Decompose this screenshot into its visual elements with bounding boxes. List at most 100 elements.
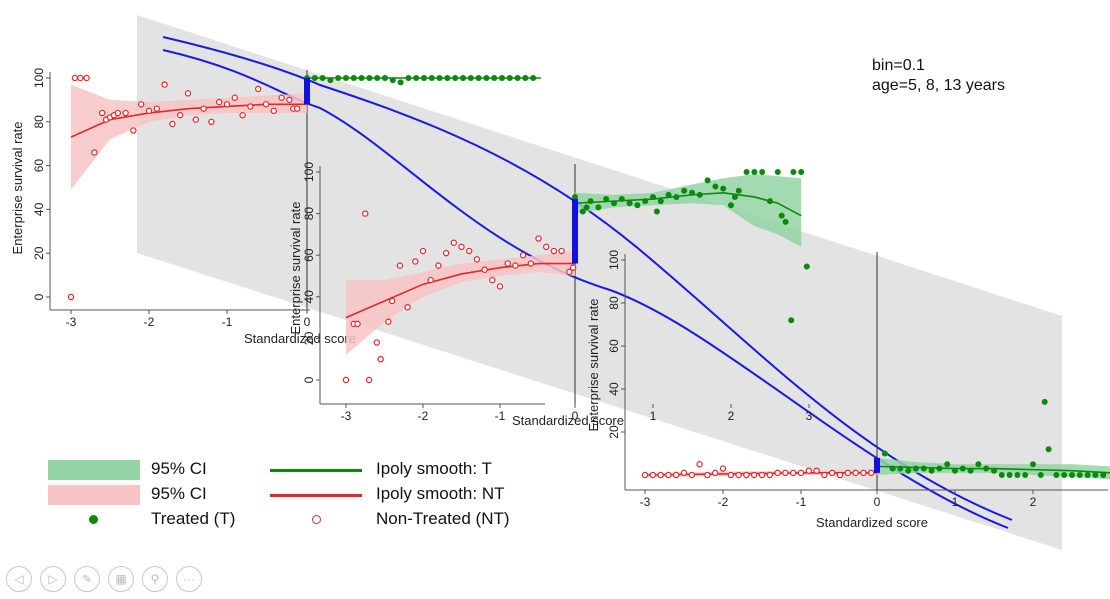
nontreated-point <box>727 471 735 479</box>
nontreated-point <box>665 471 672 479</box>
nontreated-point <box>489 276 496 284</box>
treated-point <box>704 177 711 184</box>
age-annotation: age=5, 8, 13 years <box>872 77 1005 94</box>
more-icon[interactable]: ··· <box>176 566 202 592</box>
treated-point <box>998 472 1005 478</box>
panel-2: -3 -2 -1 0 1 2 3 0 20 40 60 80 100 Standardized score… <box>288 162 813 428</box>
nontreated-point <box>389 297 396 305</box>
nontreated-point <box>419 247 427 255</box>
nontreated-point <box>130 127 137 134</box>
treated-point <box>944 461 951 468</box>
prev-icon[interactable]: ◁ <box>6 566 32 592</box>
treated-point <box>1022 472 1029 478</box>
smooth-nontreated-swatch <box>270 494 362 497</box>
nontreated-point <box>239 112 246 119</box>
treated-point <box>397 79 404 86</box>
next-icon[interactable]: ▷ <box>40 566 66 592</box>
treated-point <box>642 198 649 205</box>
treated-point <box>790 169 797 175</box>
treated-point <box>782 218 789 225</box>
nontreated-point <box>286 96 293 104</box>
treated-point <box>626 200 633 207</box>
ci-nontreated-swatch <box>48 485 140 505</box>
ci-nontreated-band <box>71 84 307 190</box>
treated-point <box>1092 472 1099 478</box>
slideshow-toolbar: ◁ ▷ ✎ ▦ ⚲ ··· <box>6 566 202 592</box>
nontreated-point <box>294 105 301 112</box>
legend-ci-treated: 95% CI <box>151 459 207 478</box>
treated-point <box>491 75 498 81</box>
nontreated-point <box>641 471 649 479</box>
zoom-icon[interactable]: ⚲ <box>142 566 168 592</box>
x-tick-label: 1 <box>650 409 657 423</box>
nontreated-point <box>354 320 361 328</box>
nontreated-point <box>377 356 384 363</box>
nontreated-point <box>535 235 542 242</box>
treated-point <box>579 208 586 215</box>
treated-point <box>413 75 420 81</box>
treated-point <box>728 202 734 209</box>
nontreated-point <box>114 109 122 117</box>
nontreated-point <box>77 74 84 82</box>
treated-point <box>1030 461 1036 468</box>
bin-age-annotation: bin=0.1 age=5, 8, 13 years <box>872 56 1005 96</box>
treated-point <box>959 465 966 472</box>
treated-point <box>1045 446 1052 453</box>
nontreated-point <box>223 101 231 108</box>
treated-point <box>767 198 773 205</box>
x-axis-title: Standardized score <box>244 331 356 346</box>
treated-point <box>428 75 435 81</box>
treated-point <box>475 75 482 81</box>
treated-point <box>991 467 997 474</box>
y-tick-label: 100 <box>32 68 46 88</box>
legend-row-1: 95% CI Ipoly smooth: T <box>48 458 588 482</box>
treated-point <box>327 77 334 84</box>
treated-point <box>611 200 617 207</box>
treated-outlier-point <box>803 263 810 270</box>
treated-point <box>319 75 326 81</box>
treated-point <box>506 75 513 81</box>
treated-point <box>467 75 474 81</box>
nontreated-point <box>821 471 828 479</box>
trend-curve-upper <box>162 36 1013 521</box>
nontreated-point <box>504 260 511 267</box>
treated-point <box>335 75 342 81</box>
nontreated-point <box>200 105 207 112</box>
treated-point <box>1069 472 1075 478</box>
nontreated-point <box>649 471 657 479</box>
nontreated-point <box>373 339 380 346</box>
nontreated-point <box>696 461 703 468</box>
treated-point <box>421 75 427 81</box>
treated-point <box>595 204 602 211</box>
treated-point <box>452 75 459 81</box>
x-tick-label: 0 <box>304 315 311 329</box>
nontreated-point <box>519 251 527 259</box>
slides-icon[interactable]: ▦ <box>108 566 134 592</box>
treated-point <box>1053 472 1060 478</box>
nontreated-point <box>852 469 859 477</box>
y-tick-label: 60 <box>302 248 316 262</box>
treated-point <box>587 198 594 205</box>
treated-point <box>983 465 990 472</box>
x-tick-label: 3 <box>806 409 813 423</box>
y-tick-label: 80 <box>302 207 316 221</box>
treated-point <box>798 169 805 175</box>
x-tick-label: -3 <box>66 315 77 329</box>
pen-icon[interactable]: ✎ <box>74 566 100 592</box>
nontreated-point <box>342 376 350 384</box>
nontreated-point <box>137 101 145 108</box>
nontreated-point <box>512 262 519 269</box>
nontreated-point <box>385 318 392 325</box>
treated-point <box>1076 472 1083 478</box>
nontreated-point <box>569 264 577 271</box>
treated-point <box>311 75 318 81</box>
nontreated-point <box>83 74 90 82</box>
nontreated-point <box>458 243 465 251</box>
treated-point <box>681 187 688 194</box>
y-tick-label: 20 <box>302 331 316 345</box>
legend-treated: Treated (T) <box>151 509 236 528</box>
legend-ci-nontreated: 95% CI <box>151 484 207 503</box>
nontreated-point <box>813 467 820 474</box>
nontreated-point <box>790 469 797 477</box>
